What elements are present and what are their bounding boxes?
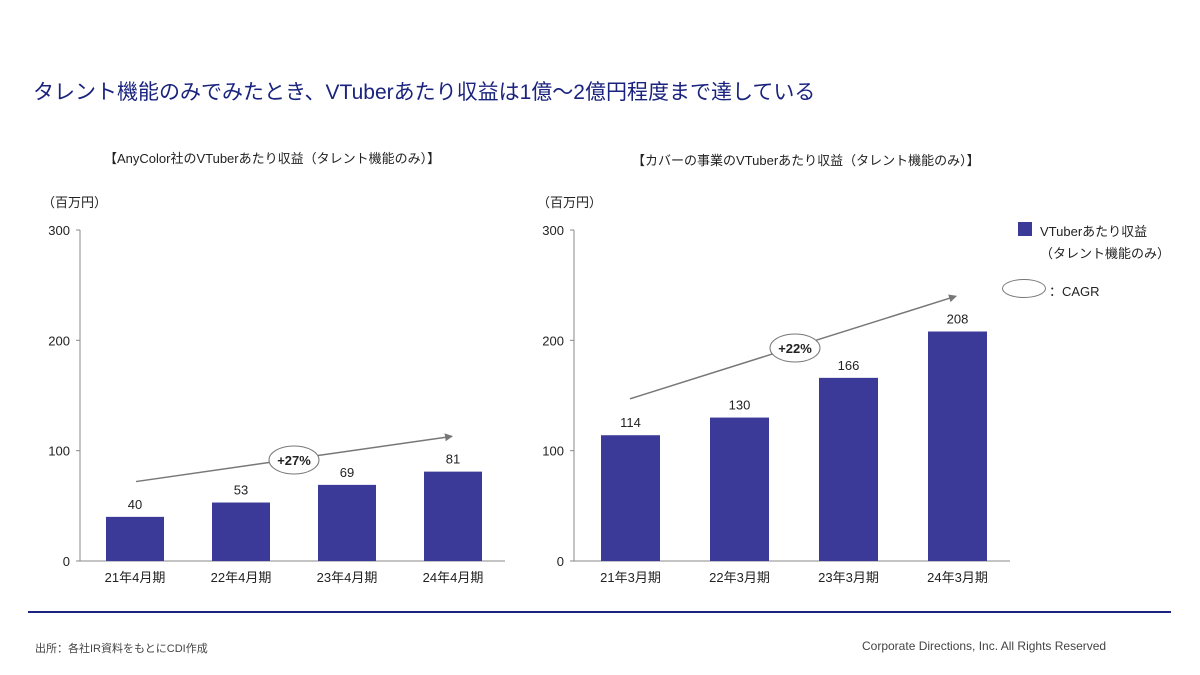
chart-2-y-tick-label: 0 xyxy=(557,554,564,569)
chart-1-y-tick-label: 0 xyxy=(63,554,70,569)
legend-cagr-label: ：CAGR xyxy=(1049,284,1100,299)
chart-1-category-label: 23年4月期 xyxy=(317,570,378,585)
page-title: タレント機能のみでみたとき、VTuberあたり収益は1億～2億円程度まで達してい… xyxy=(33,81,816,104)
chart-2-data-label: 130 xyxy=(729,398,751,413)
chart-2-data-label: 114 xyxy=(620,415,641,430)
chart-2-category-label: 24年3月期 xyxy=(927,570,988,585)
chart-2-data-label: 166 xyxy=(838,358,860,373)
chart-1-category-label: 21年4月期 xyxy=(105,570,166,585)
chart-2-data-label: 208 xyxy=(947,312,969,327)
chart-1-y-tick-label: 200 xyxy=(48,333,70,348)
chart-2-cagr-ellipse xyxy=(769,333,821,363)
chart-2-title: 【カバーの事業のVTuberあたり収益（タレント機能のみ）】 xyxy=(632,153,980,168)
chart-2-category-label: 22年3月期 xyxy=(709,570,770,585)
footer-divider xyxy=(28,611,1171,613)
chart-1-title: 【AnyColor社のVTuberあたり収益（タレント機能のみ）】 xyxy=(104,151,441,166)
chart-1-data-label: 40 xyxy=(128,497,142,512)
chart-2-category-label: 23年3月期 xyxy=(818,570,879,585)
footer-copyright: Corporate Directions, Inc. All Rights Re… xyxy=(862,639,1107,653)
chart-2-bar xyxy=(601,435,660,561)
chart-2-category-label: 21年3月期 xyxy=(600,570,661,585)
legend-series-label: VTuberあたり収益 xyxy=(1040,224,1148,239)
chart-2-bar xyxy=(819,377,878,561)
chart-1-bar xyxy=(212,502,270,561)
legend-series-label-sub: （タレント機能のみ） xyxy=(1040,246,1171,261)
chart-2-unit-label: （百万円） xyxy=(537,195,603,210)
chart-1-bar xyxy=(424,471,482,561)
chart-1-bar xyxy=(318,484,376,561)
chart-2-y-tick-label: 200 xyxy=(542,333,564,348)
chart-2-y-tick-label: 100 xyxy=(542,444,564,459)
chart-2-bar xyxy=(710,417,769,561)
chart-1-data-label: 53 xyxy=(234,483,248,498)
chart-2-y-tick-label: 300 xyxy=(542,223,564,238)
chart-1-bar xyxy=(106,516,164,561)
chart-1-cagr-ellipse xyxy=(268,445,320,475)
chart-1-y-tick-label: 100 xyxy=(48,444,70,459)
chart-1-cagr-label: +27% xyxy=(277,453,311,468)
chart-1-category-label: 22年4月期 xyxy=(211,570,272,585)
footer-source: 出所：各社IR資料をもとにCDI作成 xyxy=(35,643,208,655)
chart-1-data-label: 81 xyxy=(446,452,460,467)
chart-1-data-label: 69 xyxy=(340,465,354,480)
chart-1-y-tick-label: 300 xyxy=(48,223,70,238)
chart-2-bar xyxy=(928,331,987,561)
chart-2-cagr-label: +22% xyxy=(778,341,812,356)
chart-1-category-label: 24年4月期 xyxy=(423,570,484,585)
legend-cagr-ellipse-icon xyxy=(1002,279,1046,298)
legend-swatch-bar xyxy=(1018,222,1032,236)
chart-1-unit-label: （百万円） xyxy=(42,195,108,210)
